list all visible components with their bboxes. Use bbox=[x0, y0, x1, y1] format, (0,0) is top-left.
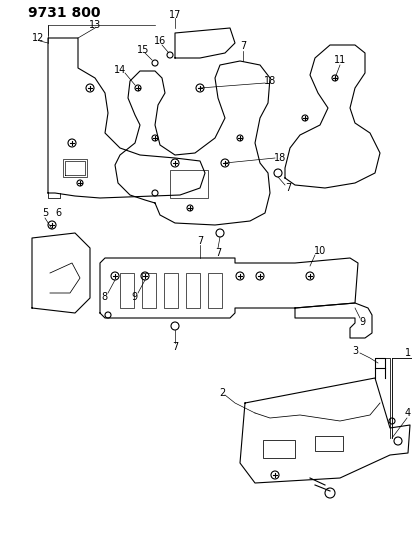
Bar bbox=[263, 440, 295, 458]
Bar bbox=[120, 273, 134, 308]
Bar bbox=[63, 159, 87, 177]
Text: 7: 7 bbox=[172, 342, 178, 352]
Text: 14: 14 bbox=[114, 65, 126, 75]
Text: 13: 13 bbox=[89, 20, 101, 30]
Bar bbox=[164, 273, 178, 308]
Text: 7: 7 bbox=[285, 183, 291, 193]
Text: 7: 7 bbox=[215, 248, 221, 258]
Text: 18: 18 bbox=[264, 76, 276, 86]
Text: 4: 4 bbox=[405, 408, 411, 418]
Bar bbox=[170, 170, 208, 198]
Text: 7: 7 bbox=[240, 41, 246, 51]
Text: 2: 2 bbox=[219, 388, 225, 398]
Text: 17: 17 bbox=[169, 10, 181, 20]
Bar bbox=[186, 273, 200, 308]
Text: 10: 10 bbox=[314, 246, 326, 256]
Text: 5: 5 bbox=[42, 208, 48, 218]
Text: 16: 16 bbox=[154, 36, 166, 46]
Text: 8: 8 bbox=[101, 292, 107, 302]
Text: 9: 9 bbox=[359, 317, 365, 327]
Bar bbox=[315, 436, 343, 451]
Text: 9: 9 bbox=[131, 292, 137, 302]
Text: 1: 1 bbox=[405, 348, 411, 358]
Bar bbox=[208, 273, 222, 308]
Text: 15: 15 bbox=[137, 45, 149, 55]
Text: 6: 6 bbox=[55, 208, 61, 218]
Bar bbox=[142, 273, 156, 308]
Text: 3: 3 bbox=[352, 346, 358, 356]
Text: 18: 18 bbox=[274, 153, 286, 163]
Text: 7: 7 bbox=[197, 236, 203, 246]
Text: 11: 11 bbox=[334, 55, 346, 65]
Text: 12: 12 bbox=[32, 33, 44, 43]
Text: 9731 800: 9731 800 bbox=[28, 6, 101, 20]
